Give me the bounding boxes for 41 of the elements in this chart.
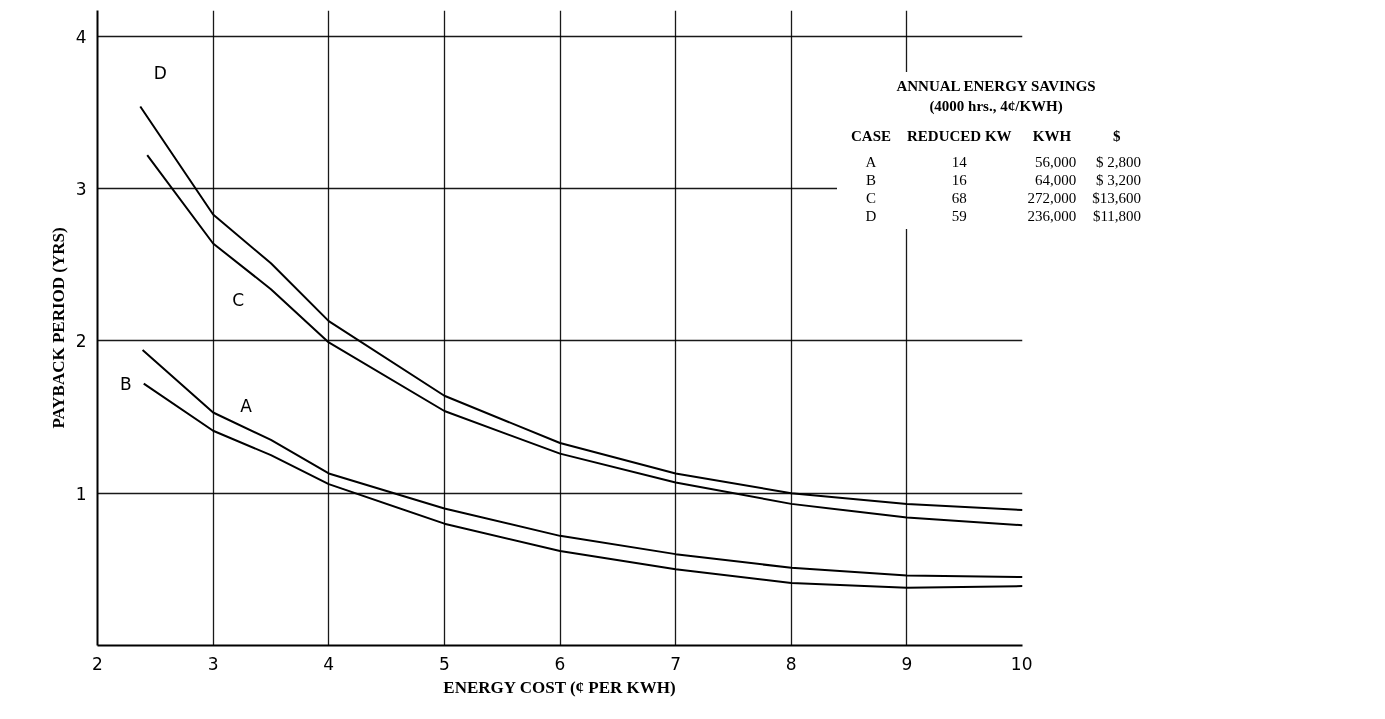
- y-tick-label: 2: [75, 331, 87, 352]
- annotation: CASE: [850, 127, 892, 146]
- annotation: ANNUAL ENERGY SAVINGS: [895, 77, 1097, 96]
- x-axis-title: ENERGY COST (¢ PER KWH): [443, 677, 676, 697]
- text: $11,800: [1091, 207, 1143, 226]
- y-axis-title: PAYBACK PERIOD (YRS): [48, 227, 68, 429]
- x-tick-label: 9: [901, 653, 913, 674]
- text: 64,000: [1034, 171, 1078, 190]
- x-tick-label: 8: [785, 653, 797, 674]
- x-tick-label: 7: [670, 653, 682, 674]
- x-tick-label: 6: [554, 653, 566, 674]
- series-label: B: [119, 373, 132, 394]
- annotation: C: [865, 189, 877, 208]
- y-tick-label: 3: [75, 179, 87, 200]
- series-label: A: [240, 395, 253, 416]
- y-tick-label: 4: [75, 26, 87, 47]
- y-tick-label: 1: [75, 483, 87, 504]
- text: 272,000: [1026, 189, 1078, 208]
- text: 56,000: [1034, 153, 1078, 172]
- annotation: 68: [950, 189, 968, 208]
- text: $: [1112, 127, 1122, 146]
- x-tick-label: 10: [1010, 653, 1033, 674]
- series-label: D: [153, 63, 167, 84]
- annotation: B: [865, 171, 877, 190]
- annotation: REDUCED KW: [906, 127, 1013, 146]
- text: $ 2,800: [1095, 153, 1143, 172]
- annotation: 14: [950, 153, 968, 172]
- x-tick-label: 4: [323, 653, 335, 674]
- text: 236,000: [1026, 207, 1078, 226]
- text: $13,600: [1091, 189, 1143, 208]
- series-label: C: [232, 290, 245, 311]
- text: $ 3,200: [1095, 171, 1143, 190]
- annotation: 16: [950, 171, 968, 190]
- annotation: D: [864, 207, 878, 226]
- annotation: A: [864, 153, 878, 172]
- annotation: 59: [950, 207, 968, 226]
- x-tick-label: 3: [207, 653, 219, 674]
- x-tick-label: 2: [92, 653, 103, 674]
- x-tick-label: 5: [438, 653, 450, 674]
- text: KWH: [1031, 127, 1073, 146]
- annotation: (4000 hrs., 4¢/KWH): [928, 97, 1064, 116]
